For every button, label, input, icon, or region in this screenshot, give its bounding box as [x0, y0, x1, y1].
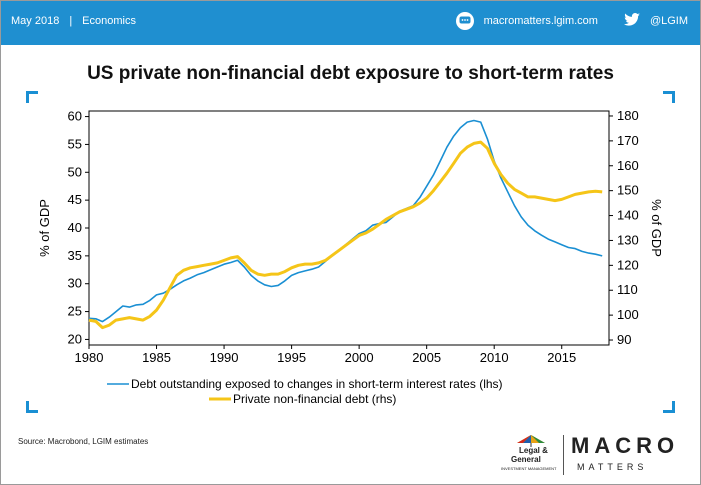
y-right-tick-label: 110: [617, 282, 638, 297]
y-right-tick-label: 170: [617, 133, 639, 148]
line-chart: 1980 1985 1990 1995 2000 2005 2010 2015 20 25 30 35…: [37, 108, 664, 406]
y-right-tick-label: 180: [617, 108, 639, 123]
x-tick-label: 1995: [277, 350, 306, 365]
corner-bracket-top-right: [663, 91, 675, 103]
legend: Debt outstanding exposed to changes in s…: [107, 377, 503, 406]
y-right-axis-label: % of GDP: [649, 199, 664, 257]
chat-bubble-icon: [455, 12, 474, 30]
y-right-tick-label: 120: [617, 257, 639, 272]
series-lines: [88, 119, 603, 330]
legend-label: Debt outstanding exposed to changes in s…: [131, 377, 503, 391]
brand-divider: [563, 435, 564, 475]
lg-line3: INVESTMENT MANAGEMENT: [501, 466, 557, 471]
corner-bracket-bottom-left: [26, 401, 38, 413]
x-tick-label: 1990: [210, 350, 239, 365]
y-left-tick-label: 20: [68, 331, 82, 346]
x-tick-label: 2000: [345, 350, 374, 365]
y-left-tick-label: 45: [68, 192, 82, 207]
y-right-tick-label: 90: [617, 332, 631, 347]
y-left-tick-label: 25: [68, 304, 82, 319]
axes: 1980 1985 1990 1995 2000 2005 2010 2015 20 25 30 35…: [37, 108, 664, 365]
header-date: May 2018: [11, 15, 60, 27]
x-tick-label: 2015: [547, 350, 576, 365]
corner-bracket-top-left: [26, 91, 38, 103]
x-tick-label: 2010: [480, 350, 509, 365]
chart-title: US private non-financial debt exposure t…: [87, 63, 614, 84]
y-right-tick-label: 140: [617, 208, 639, 223]
y-left-tick-label: 50: [68, 164, 82, 179]
x-tick-label: 1985: [142, 350, 171, 365]
y-left-axis-label: % of GDP: [37, 199, 52, 257]
y-left-tick-label: 60: [68, 109, 82, 124]
header-bar: May 2018 | Economics macromatters.lgim.c…: [1, 1, 700, 45]
twitter-icon: [623, 13, 640, 29]
x-tick-label: 1980: [75, 350, 104, 365]
lg-line2: General: [511, 455, 541, 464]
y-left-tick-label: 55: [68, 136, 82, 151]
series-line-lhs: [88, 119, 603, 323]
y-left-tick-label: 40: [68, 220, 82, 235]
y-right-tick-label: 130: [617, 232, 639, 247]
y-right-tick-label: 100: [617, 307, 639, 322]
y-left-tick-label: 30: [68, 276, 82, 291]
header-section: Economics: [82, 15, 136, 27]
header-separator: |: [69, 15, 73, 27]
y-left-tick-label: 35: [68, 248, 82, 263]
legal-general-wordmark: Legal & General INVESTMENT MANAGEMENT: [501, 446, 557, 473]
y-right-tick-label: 150: [617, 183, 639, 198]
series-line-rhs: [88, 140, 603, 330]
lg-line1: Legal &: [519, 446, 548, 455]
x-tick-label: 2005: [412, 350, 441, 365]
macro-wordmark: MACRO: [571, 433, 680, 458]
legend-label: Private non-financial debt (rhs): [233, 392, 396, 406]
y-right-tick-label: 160: [617, 158, 639, 173]
website-link[interactable]: macromatters.lgim.com: [483, 15, 598, 27]
corner-bracket-bottom-right: [663, 401, 675, 413]
source-note: Source: Macrobond, LGIM estimates: [18, 437, 149, 446]
twitter-handle[interactable]: @LGIM: [649, 15, 688, 27]
matters-wordmark: MATTERS: [577, 462, 648, 472]
legal-general-umbrella-logo: [517, 435, 545, 447]
